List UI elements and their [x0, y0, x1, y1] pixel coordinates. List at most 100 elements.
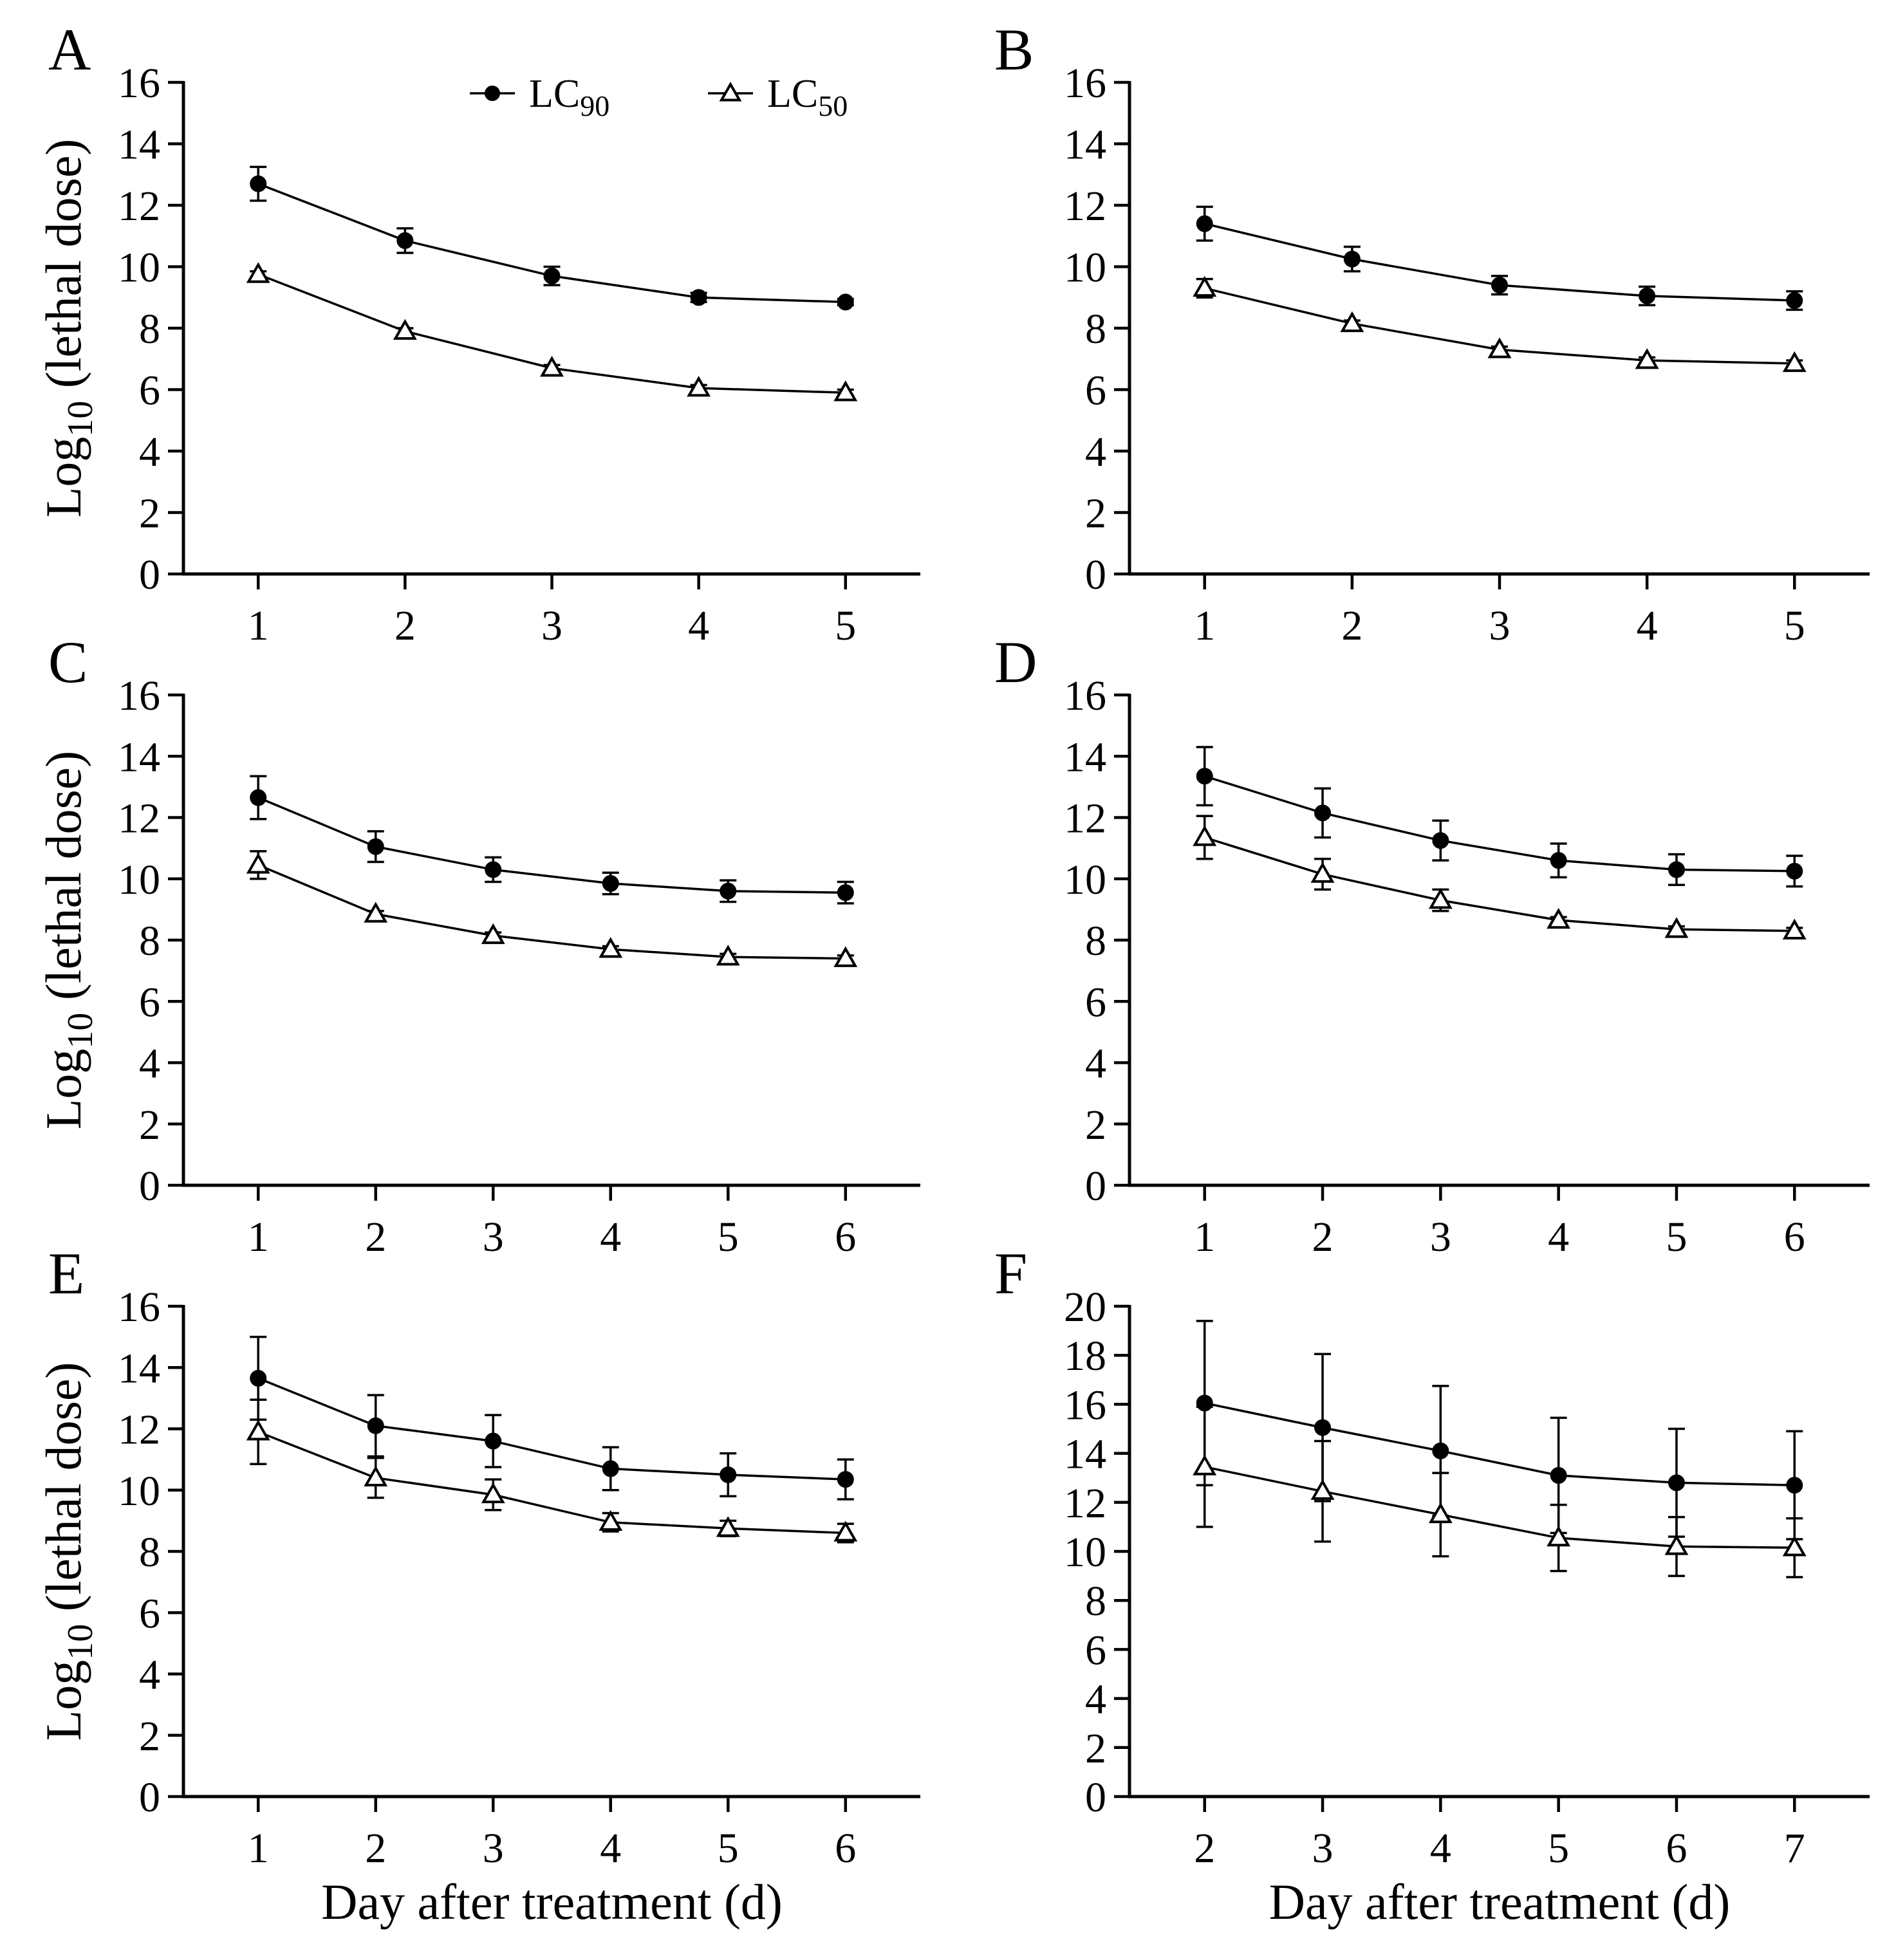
y-tick-label: 4 — [139, 1040, 160, 1087]
panel-label: D — [994, 629, 1037, 695]
series-lc50 — [246, 262, 858, 402]
y-tick-label: 10 — [1064, 856, 1106, 903]
data-point-lc50 — [1310, 862, 1335, 883]
data-point-lc50 — [364, 1465, 388, 1486]
data-point-lc90 — [250, 789, 267, 806]
y-tick-label: 8 — [1085, 1578, 1106, 1625]
series-lc50 — [246, 1398, 858, 1544]
x-tick-label: 5 — [1548, 1825, 1569, 1872]
data-point-lc50 — [1782, 351, 1807, 373]
x-tick-label: 4 — [1430, 1825, 1451, 1872]
y-tick-label: 0 — [1085, 1163, 1106, 1210]
x-tick-label: 1 — [1194, 602, 1215, 649]
y-tick-label: 12 — [118, 1407, 160, 1454]
y-tick-label: 2 — [139, 1713, 160, 1760]
y-tick-label: 4 — [139, 1652, 160, 1699]
x-tick-label: 5 — [718, 1214, 739, 1261]
y-tick-label: 8 — [1085, 918, 1106, 965]
y-tick-label: 8 — [139, 1529, 160, 1576]
x-tick-label: 2 — [1312, 1214, 1334, 1261]
x-tick-label: 4 — [688, 602, 709, 649]
data-point-lc50 — [1547, 908, 1571, 929]
series-line-lc50 — [257, 1430, 846, 1535]
panel-label: C — [48, 629, 88, 695]
legend-label-sub: 50 — [818, 89, 848, 122]
y-tick-label: 6 — [1085, 1627, 1106, 1674]
y-tick-label: 18 — [1064, 1333, 1106, 1380]
data-point-lc90 — [1668, 861, 1685, 878]
y-tick-label: 6 — [139, 979, 160, 1026]
series-lc50 — [1193, 275, 1807, 373]
series-lc90 — [250, 1335, 854, 1501]
series-lc90 — [1196, 205, 1803, 311]
x-tick-label: 5 — [1784, 602, 1805, 649]
y-tick-label: 8 — [139, 918, 160, 965]
data-point-lc50 — [540, 356, 564, 377]
y-axis-title-rest: (lethal dose) — [35, 751, 91, 1013]
data-point-lc90 — [1432, 1442, 1449, 1459]
data-point-lc90 — [1314, 1419, 1332, 1436]
y-tick-label: 10 — [1064, 1529, 1106, 1576]
data-point-lc50 — [1782, 918, 1807, 939]
y-tick-label: 2 — [1085, 490, 1106, 537]
data-point-lc50 — [1193, 1454, 1217, 1475]
data-point-lc50 — [716, 945, 740, 966]
legend-label: LC90 — [529, 72, 609, 122]
data-point-lc50 — [687, 376, 711, 397]
x-tick-label: 1 — [248, 602, 269, 649]
y-axis-title-sub: 10 — [60, 1013, 100, 1049]
series-line-lc90 — [257, 796, 846, 894]
data-point-lc90 — [485, 861, 502, 878]
y-tick-label: 0 — [1085, 551, 1106, 598]
legend-label-main: LC — [529, 72, 580, 116]
x-tick-label: 4 — [600, 1825, 621, 1872]
data-point-lc90 — [837, 293, 854, 311]
legend-label-main: LC — [767, 72, 818, 116]
x-tick-label: 4 — [600, 1214, 621, 1261]
data-point-lc90 — [602, 874, 619, 892]
series-line-lc90 — [1204, 1401, 1795, 1486]
panel-label: E — [48, 1241, 84, 1306]
y-tick-label: 2 — [1085, 1102, 1106, 1149]
data-point-lc50 — [716, 1516, 740, 1537]
series-lc90 — [1196, 1320, 1803, 1540]
y-tick-label: 0 — [139, 551, 160, 598]
y-axis-title-rest: (lethal dose) — [35, 1362, 91, 1624]
legend-item-lc50: LC50 — [708, 72, 848, 122]
y-tick-label: 10 — [118, 856, 160, 903]
y-tick-label: 12 — [1064, 1480, 1106, 1527]
data-point-lc50 — [246, 262, 270, 283]
data-point-lc90 — [1491, 277, 1508, 294]
panel-label: A — [48, 17, 91, 82]
x-tick-label: 2 — [1341, 602, 1362, 649]
x-tick-label: 6 — [835, 1825, 856, 1872]
data-point-lc90 — [1786, 1477, 1803, 1494]
data-point-lc90 — [837, 884, 854, 901]
y-axis-title-sub: 10 — [60, 1624, 100, 1660]
data-point-lc50 — [1428, 1502, 1453, 1524]
data-point-lc90 — [1786, 292, 1803, 310]
y-tick-label: 0 — [139, 1163, 160, 1210]
data-point-lc90 — [1550, 852, 1567, 869]
x-tick-label: 1 — [248, 1825, 269, 1872]
data-point-lc90 — [1196, 215, 1213, 232]
y-tick-label: 16 — [1064, 672, 1106, 719]
x-tick-label: 5 — [718, 1825, 739, 1872]
series-lc90 — [250, 165, 854, 311]
x-tick-label: 1 — [248, 1214, 269, 1261]
data-point-lc50 — [1340, 311, 1364, 333]
x-tick-label: 1 — [1194, 1214, 1215, 1261]
x-tick-label: 3 — [541, 602, 562, 649]
data-point-lc50 — [833, 1521, 858, 1542]
y-tick-label: 12 — [1064, 183, 1106, 230]
data-point-lc50 — [246, 1419, 270, 1441]
data-point-lc50 — [481, 923, 505, 945]
data-point-lc50 — [1428, 888, 1453, 909]
panel-label: F — [994, 1241, 1027, 1306]
series-line-lc50 — [1204, 836, 1795, 932]
y-tick-label: 4 — [1085, 1040, 1106, 1087]
series-line-lc50 — [1204, 1465, 1795, 1549]
